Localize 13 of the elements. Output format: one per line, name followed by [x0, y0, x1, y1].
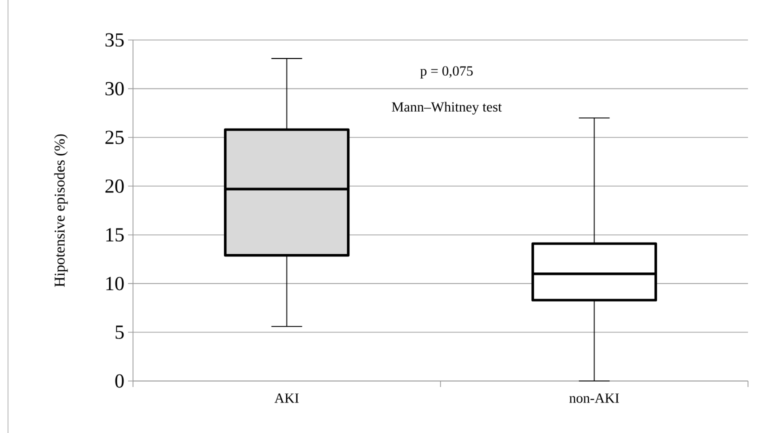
y-tick-label: 0 — [115, 374, 124, 388]
x-tick-label: non-AKI — [569, 393, 619, 403]
y-tick-label: 35 — [106, 33, 124, 47]
annotation: Mann–Whitney test — [392, 102, 502, 115]
y-tick-label: 30 — [106, 82, 124, 96]
y-tick-label: 5 — [116, 326, 124, 339]
y-tick-label: 25 — [105, 130, 124, 144]
annotation: p = 0,075 — [420, 66, 473, 79]
y-axis-title: Hipotensive episodes (%) — [54, 134, 68, 287]
y-tick-label: 20 — [105, 179, 124, 193]
y-tick-label: 15 — [106, 228, 124, 242]
y-tick-label: 10 — [106, 276, 124, 290]
x-tick-label: AKI — [274, 393, 299, 403]
